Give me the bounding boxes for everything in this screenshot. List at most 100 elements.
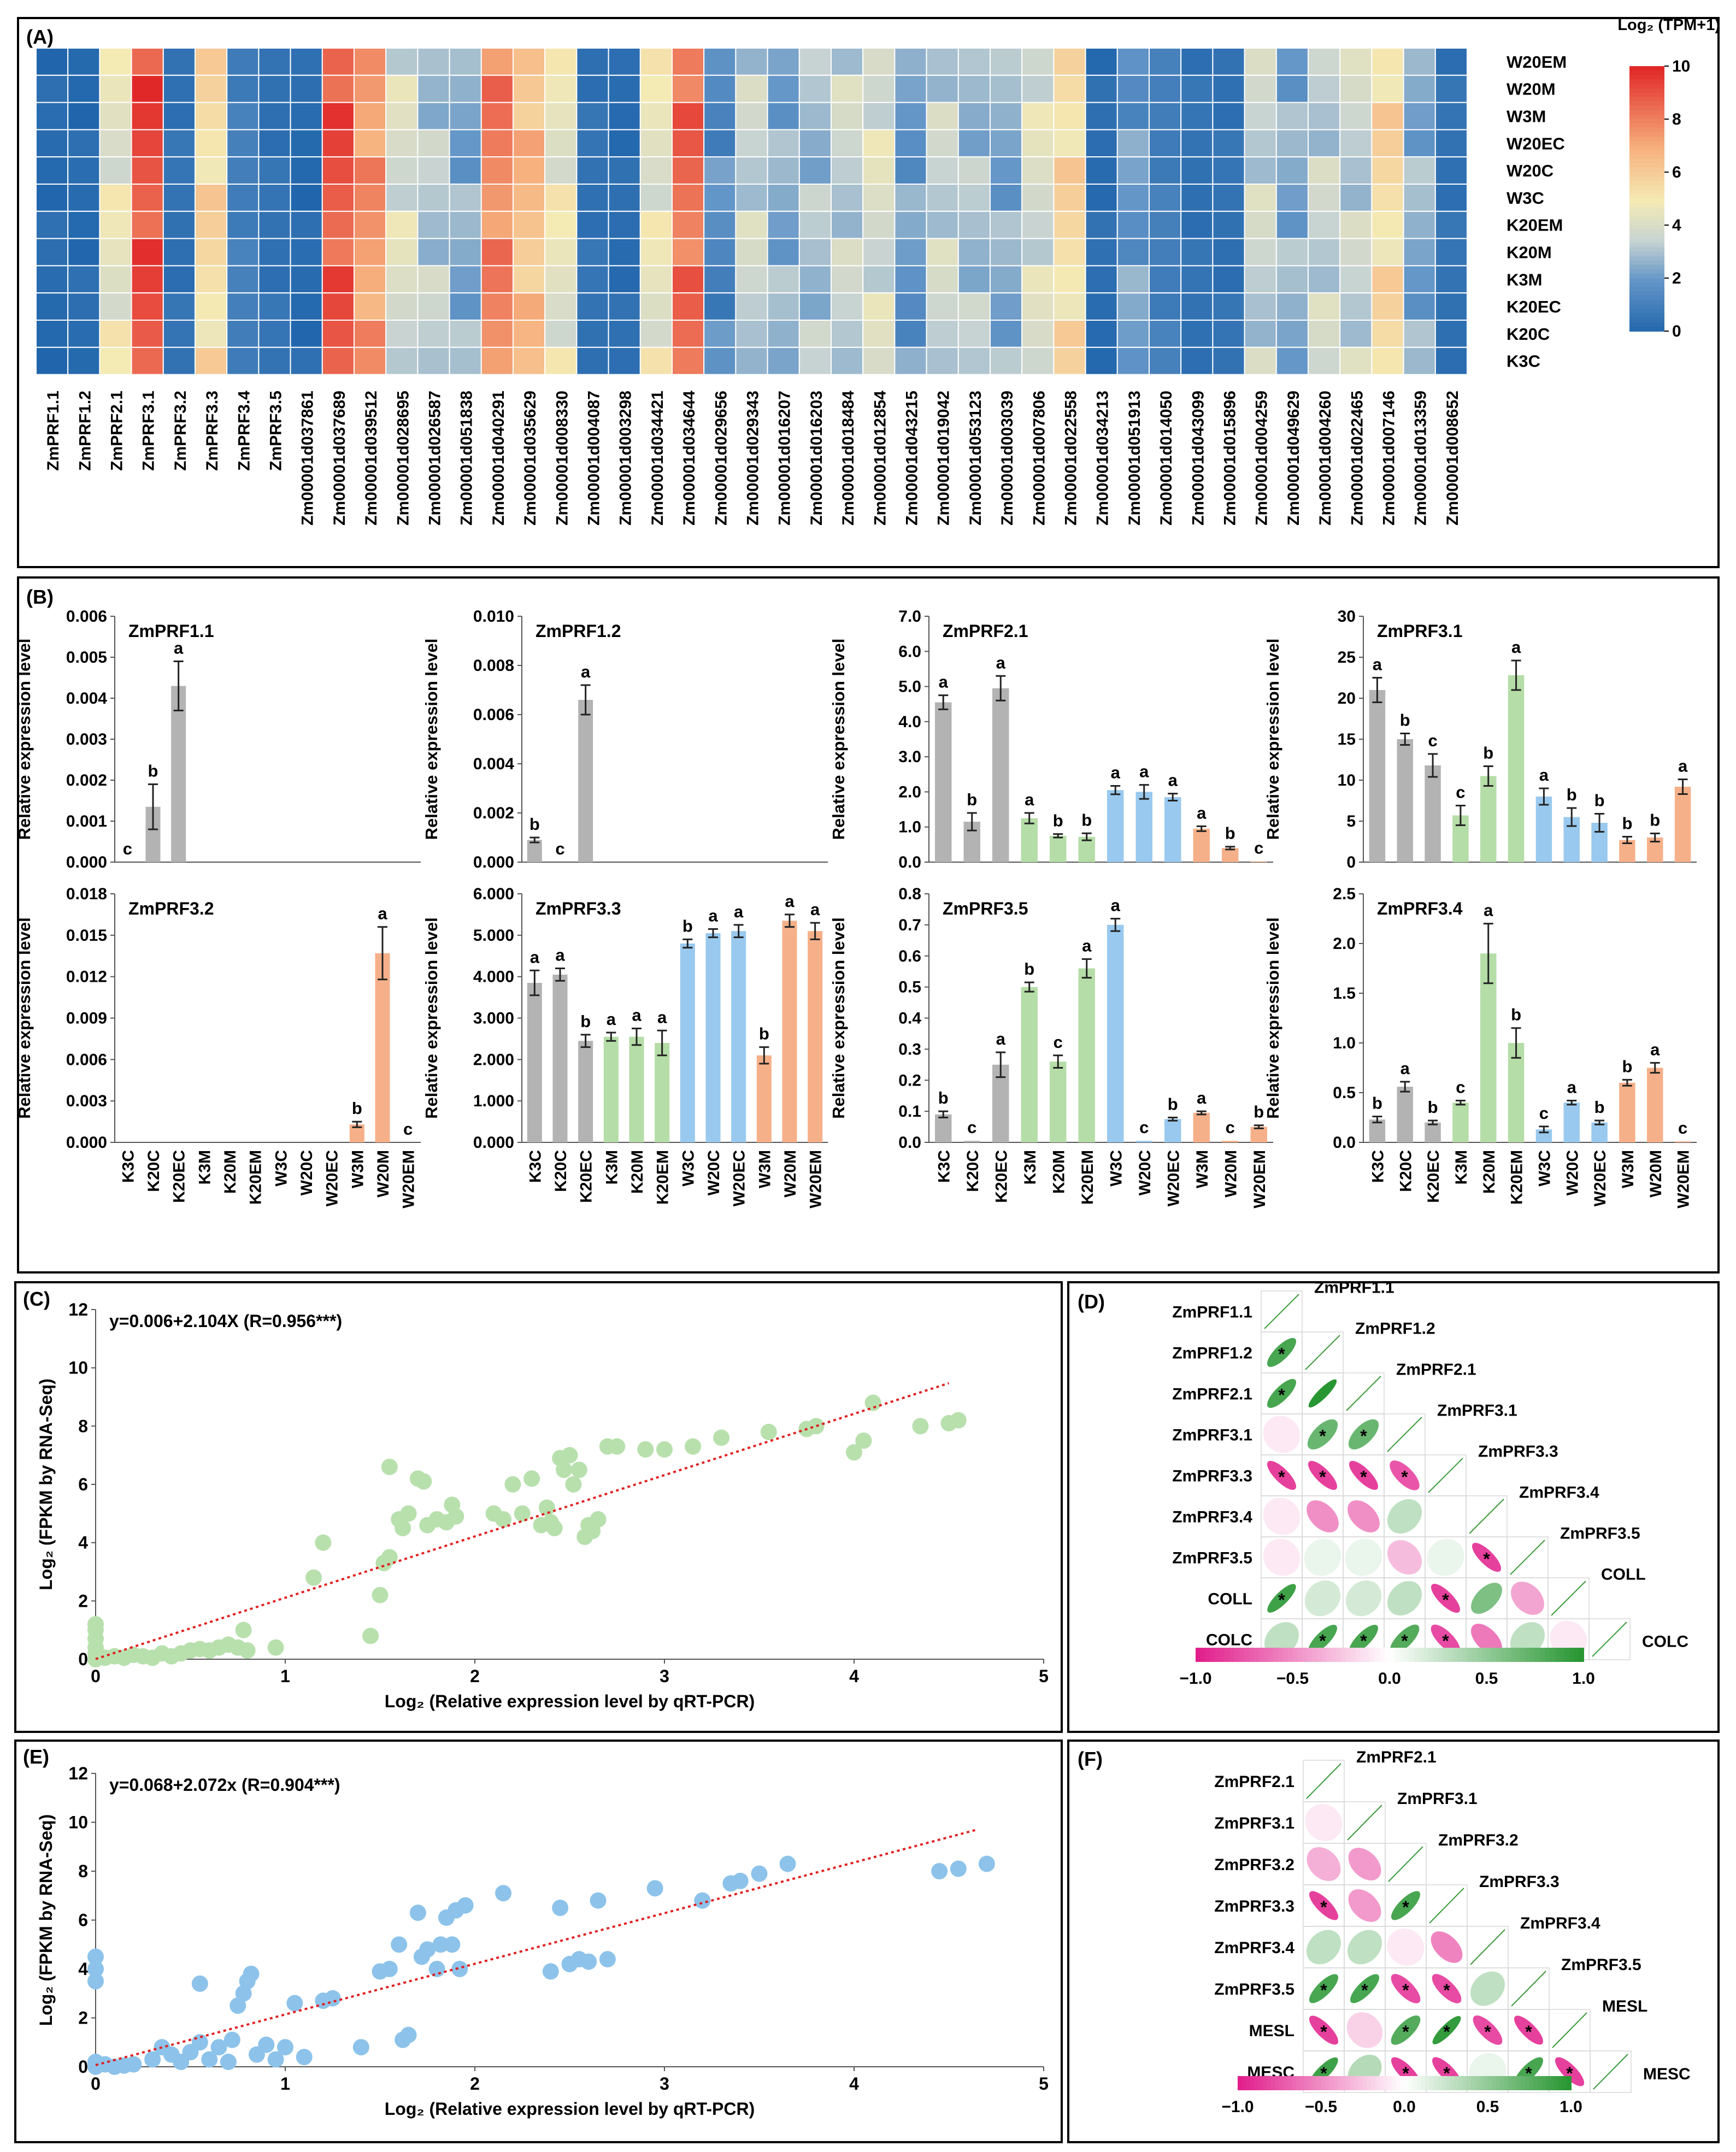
heatmap-cell (926, 184, 959, 212)
heatmap-cell (1434, 346, 1468, 375)
correlation-ellipse (1431, 1624, 1461, 1654)
heatmap-cell (639, 210, 673, 239)
heatmap-column-label: Zm00001d034644 (680, 391, 698, 526)
heatmap-cell (1149, 210, 1182, 239)
colorbar-segment (1496, 2076, 1501, 2090)
correlation-ellipse (1267, 1378, 1297, 1408)
heatmap-cell (1244, 74, 1277, 103)
colorbar-segment (1629, 309, 1664, 314)
heatmap-cell (99, 320, 132, 348)
heatmap-cell (1212, 238, 1245, 267)
heatmap-cell (639, 129, 673, 158)
y-tick-label: 0.1 (898, 1102, 921, 1121)
colorbar-segment (1629, 101, 1664, 107)
data-point (381, 1459, 398, 1475)
heatmap-cell (513, 156, 546, 185)
heatmap-cell (1149, 74, 1182, 103)
heatmap-cell (1149, 346, 1182, 375)
heatmap-column-label: Zm00001d014050 (1157, 391, 1175, 526)
data-point (286, 1995, 303, 2012)
significance-letter: a (785, 892, 795, 911)
correlation-ellipse (1350, 1974, 1380, 2003)
colorbar-segment (1238, 2076, 1243, 2090)
heatmap-column-label: Zm00001d026587 (426, 391, 444, 526)
heatmap-cell (1149, 265, 1182, 294)
bar-subplot-zmprf3-2: 0.000 0.003 0.006 0.009 0.012 0.015 0.018 Relat… (15, 885, 421, 1208)
data-point (391, 1936, 408, 1953)
x-tick-label: W20M (1222, 1150, 1240, 1198)
heatmap-column-label: ZmPRF1.2 (76, 391, 94, 471)
heatmap-cell (990, 292, 1023, 321)
colorbar-segment (1200, 1648, 1206, 1662)
x-tick-label: K3M (1452, 1150, 1470, 1184)
data-point (713, 1429, 730, 1446)
colorbar-segment (1545, 1648, 1550, 1662)
heatmap-cell (480, 156, 514, 185)
heatmap-cell (513, 210, 546, 239)
colorbar-segment (1629, 172, 1664, 178)
heatmap-cell (131, 156, 164, 185)
heatmap-column-label: Zm00001d004260 (1316, 391, 1334, 526)
colorbar-segment (1629, 269, 1664, 274)
colorbar-segment (1525, 2076, 1530, 2090)
heatmap-row-label: W3C (1507, 188, 1544, 208)
x-axis-label: Log₂ (Relative expression level by qRT-P… (385, 1691, 755, 1711)
heatmap-cell (513, 102, 546, 131)
y-tick-label: 5 (1346, 812, 1356, 830)
heatmap-cell (894, 48, 927, 76)
bar (552, 974, 568, 1142)
colorbar-segment (1287, 1648, 1293, 1662)
y-axis-label: Relative expression level (15, 917, 34, 1119)
colorbar-segment (1562, 2076, 1568, 2090)
heatmap-column-label: ZmPRF3.1 (140, 391, 158, 471)
colorbar-segment (1559, 1648, 1565, 1662)
colorbar-segment (1492, 2076, 1497, 2090)
heatmap-cell (258, 184, 291, 212)
correlation-ellipse (1432, 1974, 1462, 2003)
x-tick-label: K20EC (1425, 1150, 1443, 1203)
y-tick-label: 1.0 (1333, 1034, 1356, 1052)
correlation-ellipse (1426, 1497, 1465, 1536)
diagonal-line (1551, 1581, 1586, 1616)
heatmap-cell (162, 292, 196, 321)
x-tick-label: K20M (221, 1150, 239, 1194)
significance-star: * (1402, 1897, 1409, 1917)
heatmap-column-label: ZmPRF3.5 (267, 391, 285, 471)
x-tick-label: 2 (470, 2074, 480, 2094)
colorbar-segment (1457, 1648, 1463, 1662)
heatmap-cell (1371, 102, 1404, 131)
heatmap-cell (226, 320, 260, 348)
heatmap-cell (1149, 184, 1182, 212)
diagonal-label: ZmPRF2.1 (1356, 1748, 1437, 1766)
colorbar-segment (1564, 1648, 1570, 1662)
heatmap-cell (1371, 156, 1404, 185)
colorbar-tick-label: 0 (1672, 322, 1681, 340)
colorbar-segment (1438, 1648, 1444, 1662)
panel-label-f: (F) (1078, 1748, 1103, 1770)
heatmap-cell (449, 74, 482, 103)
heatmap-cell (417, 184, 450, 212)
correlation-matrix-d: ZmPRF1.1 ZmPRF1.1 ZmPRF1.2 ZmPRF1.2 ZmPRF2.1… (1172, 1279, 1688, 1688)
y-tick-label: 6.0 (898, 642, 921, 661)
colorbar-segment (1304, 2076, 1309, 2090)
bar (705, 933, 721, 1142)
heatmap-cell (258, 156, 291, 185)
heatmap-cell (354, 346, 387, 375)
heatmap-cell (1244, 346, 1277, 375)
data-point (428, 1961, 445, 1977)
colorbar-segment (1297, 1648, 1303, 1662)
heatmap-cell (544, 74, 578, 103)
significance-star: * (1525, 2022, 1532, 2042)
significance-letter: b (682, 916, 693, 935)
heatmap-cell (1244, 184, 1277, 212)
y-tick-label: 4 (78, 1959, 88, 1979)
colorbar-segment (1525, 1648, 1531, 1662)
heatmap-cell (1403, 320, 1436, 348)
bar (1164, 797, 1181, 862)
significance-star: * (1442, 1631, 1449, 1651)
colorbar-segment (1546, 2076, 1551, 2090)
heatmap-cell (767, 238, 800, 267)
bar (527, 983, 542, 1142)
heatmap-cell (131, 265, 164, 294)
